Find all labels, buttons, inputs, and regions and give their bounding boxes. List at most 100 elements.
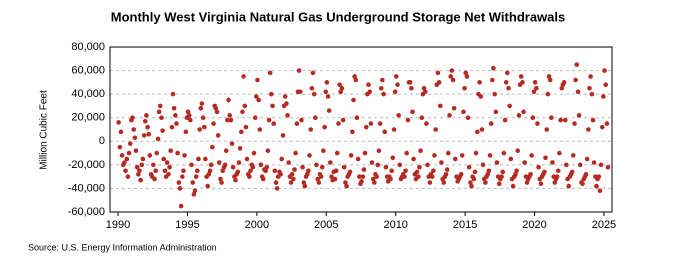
data-point	[538, 181, 544, 187]
data-point	[142, 118, 148, 124]
data-point	[274, 186, 280, 191]
data-point	[323, 89, 329, 95]
data-point	[168, 148, 173, 154]
data-point	[485, 171, 491, 177]
data-point	[382, 129, 388, 135]
data-point	[444, 167, 450, 172]
data-point	[136, 171, 141, 177]
data-point	[124, 156, 130, 162]
data-point	[569, 169, 575, 175]
data-point	[319, 164, 325, 170]
data-point	[555, 168, 561, 174]
data-point	[425, 162, 430, 168]
data-point	[313, 115, 318, 121]
data-point	[390, 155, 396, 161]
data-point	[255, 77, 260, 83]
data-point	[463, 70, 468, 76]
data-point	[381, 91, 386, 97]
data-point	[233, 177, 238, 183]
data-point	[156, 109, 162, 115]
data-point	[309, 85, 315, 91]
data-point	[366, 82, 371, 88]
data-point	[348, 153, 354, 158]
data-point	[584, 156, 590, 162]
data-point	[285, 113, 290, 118]
data-point	[552, 180, 558, 185]
data-point	[554, 174, 560, 179]
data-point	[266, 117, 272, 123]
data-point	[153, 168, 158, 174]
data-point	[521, 109, 526, 115]
data-point	[500, 169, 506, 175]
data-point	[503, 80, 509, 85]
data-point	[466, 164, 472, 170]
data-point	[152, 176, 157, 182]
data-point	[298, 89, 303, 95]
data-point	[252, 115, 258, 121]
data-point	[409, 85, 414, 91]
data-point	[318, 174, 324, 179]
data-point	[311, 91, 317, 97]
data-point	[354, 115, 360, 121]
data-point	[491, 65, 496, 71]
data-point	[516, 113, 522, 118]
y-tick-label: 0	[99, 135, 105, 147]
data-point	[418, 148, 423, 154]
data-point	[140, 156, 146, 162]
data-point	[278, 171, 283, 177]
data-point	[131, 127, 137, 132]
data-point	[433, 127, 438, 132]
data-point	[146, 131, 152, 137]
data-point	[461, 109, 466, 115]
data-point	[162, 168, 168, 174]
data-point	[315, 176, 320, 182]
data-point	[432, 153, 437, 158]
x-tick-label: 2005	[314, 219, 338, 231]
data-point	[196, 156, 201, 162]
data-point	[284, 101, 289, 106]
y-tick-label: 60,000	[71, 64, 105, 76]
data-point	[226, 97, 231, 103]
data-point	[247, 174, 252, 179]
data-point	[154, 150, 160, 156]
data-point	[574, 62, 580, 67]
data-point	[378, 85, 384, 91]
data-point	[603, 82, 609, 88]
data-point	[260, 176, 266, 182]
data-point	[601, 94, 606, 99]
data-point	[195, 168, 200, 174]
data-point	[329, 174, 334, 179]
data-point	[229, 141, 235, 146]
data-point	[464, 74, 470, 79]
data-point	[363, 124, 369, 130]
data-point	[502, 117, 508, 123]
data-point	[250, 164, 256, 170]
data-point	[227, 113, 232, 118]
data-point	[326, 108, 332, 113]
data-point	[429, 174, 435, 179]
data-point	[170, 91, 176, 97]
data-point	[575, 89, 581, 95]
data-point	[302, 183, 308, 189]
data-point	[296, 68, 302, 73]
data-point	[598, 162, 604, 168]
data-point	[192, 188, 198, 194]
data-point	[368, 121, 374, 126]
y-tick-label: -60,000	[68, 206, 105, 218]
chart-title: Monthly West Virginia Natural Gas Underg…	[111, 9, 565, 24]
data-point	[316, 180, 322, 185]
data-point	[435, 70, 441, 76]
data-point	[137, 168, 142, 174]
data-point	[374, 174, 379, 179]
data-point	[416, 174, 421, 179]
data-point	[534, 85, 539, 91]
data-point	[237, 146, 243, 151]
data-point	[161, 156, 167, 162]
data-point	[377, 121, 383, 126]
data-point	[468, 180, 473, 185]
data-point	[241, 74, 246, 79]
data-point	[139, 162, 145, 168]
data-point	[339, 85, 345, 91]
data-point	[410, 109, 415, 115]
data-point	[546, 74, 552, 79]
